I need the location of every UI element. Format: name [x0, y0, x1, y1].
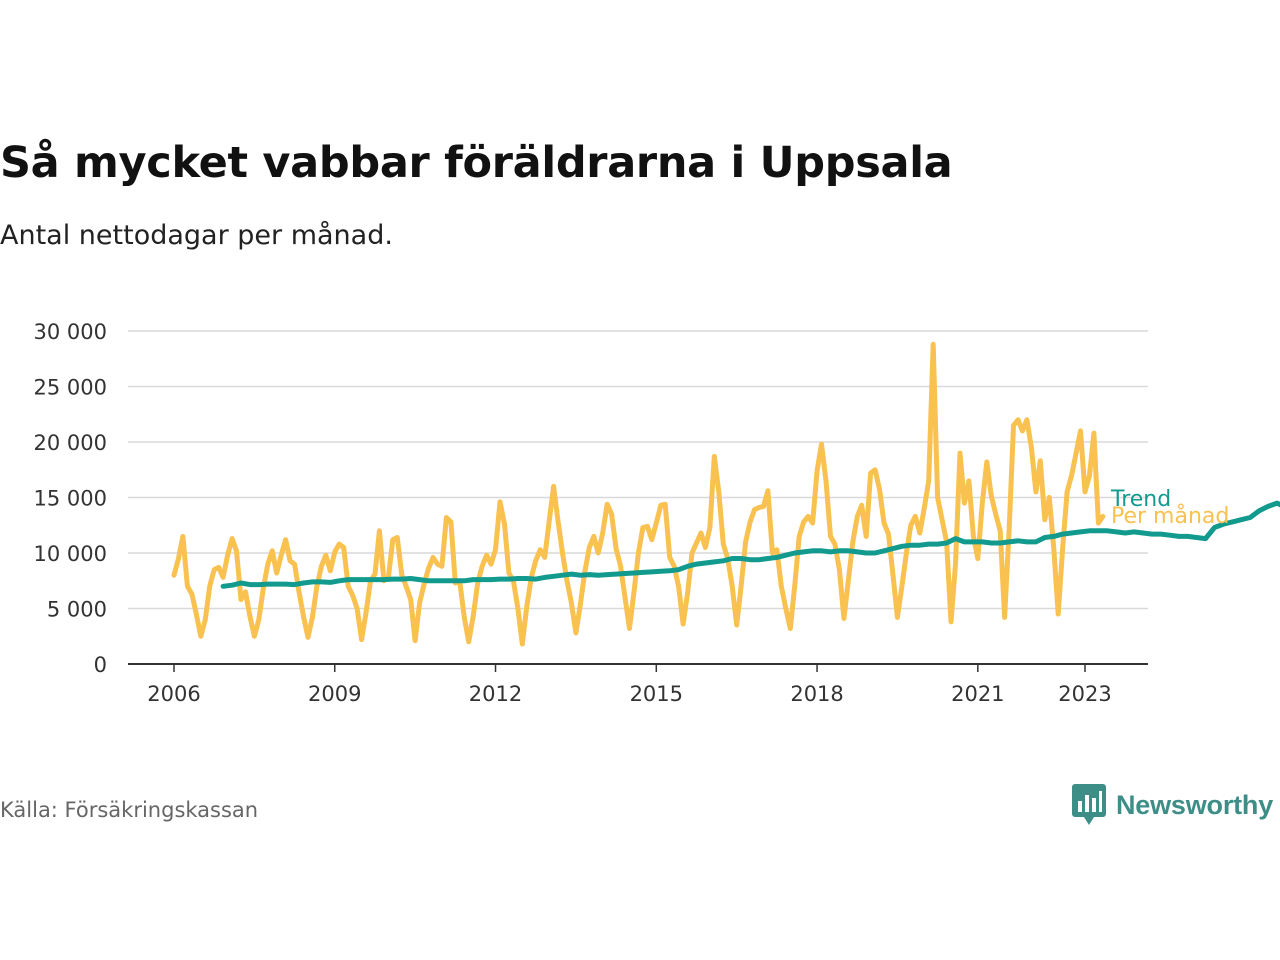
- chart-title: Så mycket vabbar föräldrarna i Uppsala: [0, 138, 953, 188]
- x-tick-label: 2009: [308, 682, 361, 706]
- series-label-trend: Trend: [1110, 487, 1171, 512]
- chart-subtitle: Antal nettodagar per månad.: [0, 220, 393, 251]
- x-tick-label: 2015: [630, 682, 683, 706]
- series-line-per-m-nad: [171, 341, 1106, 647]
- newsworthy-logo: Newsworthy: [1072, 784, 1273, 826]
- y-axis-tick-labels: 0 5 000 10 000 15 000 20 000 25 000 30 000: [34, 320, 107, 677]
- y-tick-label: 5 000: [47, 598, 107, 622]
- x-tick-label: 2012: [469, 682, 522, 706]
- brand-name: Newsworthy: [1116, 789, 1274, 820]
- x-axis: 2006 2009 2012 2015 2018 2021 2023: [128, 663, 1148, 706]
- x-tick-label: 2018: [790, 682, 843, 706]
- series-layer: [171, 341, 1280, 647]
- line-chart: 0 5 000 10 000 15 000 20 000 25 000 30 000 200…: [34, 320, 1280, 706]
- bar-chart-speech-bubble-icon: [1072, 784, 1106, 825]
- x-tick-label: 2023: [1058, 682, 1111, 706]
- y-tick-label: 0: [94, 653, 107, 677]
- y-tick-label: 15 000: [34, 487, 107, 511]
- y-tick-label: 25 000: [34, 376, 107, 400]
- x-tick-label: 2006: [147, 682, 200, 706]
- y-tick-label: 10 000: [34, 542, 107, 566]
- gridlines: [128, 330, 1148, 610]
- y-tick-label: 20 000: [34, 431, 107, 455]
- series-line-trend: [220, 500, 1280, 589]
- x-tick-label: 2021: [951, 682, 1004, 706]
- series-label-per-m-nad: Per månad: [1111, 503, 1229, 529]
- y-tick-label: 30 000: [34, 320, 107, 344]
- source-note: Källa: Försäkringskassan: [0, 798, 259, 822]
